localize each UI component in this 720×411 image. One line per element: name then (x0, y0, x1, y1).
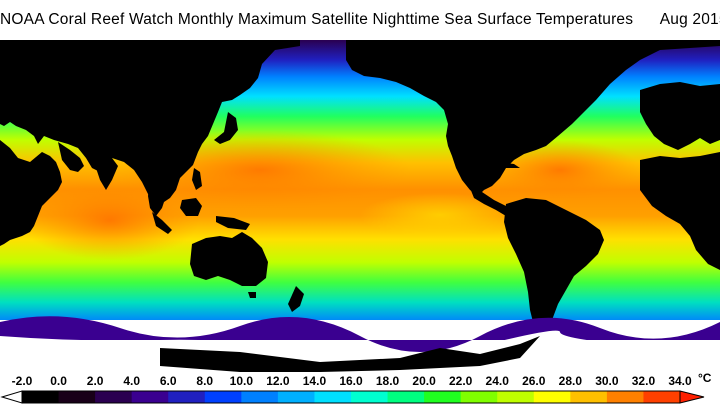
land-masses (0, 40, 720, 338)
legend-tick-label: 16.0 (339, 374, 363, 388)
legend-color-swatch (351, 391, 370, 403)
legend-color-swatch (58, 391, 78, 403)
legend-color-swatch (277, 391, 297, 403)
legend-tick-label: 6.0 (159, 374, 177, 388)
southern-ocean-edge (0, 316, 720, 352)
new-guinea (216, 216, 250, 230)
color-legend (0, 390, 720, 404)
legend-color-swatch (460, 391, 480, 403)
legend-color-swatch (204, 391, 224, 403)
legend-color-swatch (168, 391, 187, 403)
legend-color-swatch (424, 391, 443, 403)
cuba (498, 162, 520, 168)
legend-low-arrow (0, 390, 23, 404)
tasmania (248, 292, 256, 298)
legend-color-swatch (186, 391, 206, 403)
legend-labels: °C -2.0 0.0 2.0 4.0 6.0 8.0 10.0 12.0 14.0 16.0 18… (0, 371, 720, 390)
legend-color-swatch (223, 391, 242, 403)
legend-color-swatch (76, 391, 96, 403)
legend-color-swatch (113, 391, 133, 403)
south-america (504, 198, 604, 338)
sst-map (0, 40, 720, 372)
new-zealand (288, 286, 304, 312)
australia (190, 232, 268, 286)
japan (214, 112, 238, 144)
legend-tick-label: 12.0 (266, 374, 290, 388)
legend-color-swatch (625, 391, 644, 403)
legend-tick-label: 4.0 (123, 374, 140, 388)
legend-tick-label: 10.0 (229, 374, 254, 388)
map-title: NOAA Coral Reef Watch Monthly Maximum Sa… (0, 0, 720, 40)
legend-color-swatch (442, 391, 462, 403)
legend-color-swatch (241, 391, 261, 403)
legend-tick-label: -2.0 (11, 374, 33, 388)
greenland (560, 40, 640, 70)
legend-tick-label: 32.0 (631, 374, 656, 388)
legend-color-swatch (296, 391, 315, 403)
legend-color-swatch (387, 391, 407, 403)
legend-tick-label: 26.0 (522, 374, 546, 388)
sumatra (152, 212, 172, 234)
legend-tick-label: 2.0 (86, 374, 104, 388)
legend-color-swatch (131, 391, 151, 403)
legend-tick-label: 34.0 (668, 374, 692, 388)
legend-tick-label: 22.0 (448, 374, 473, 388)
legend-color-swatch (533, 391, 553, 403)
legend-unit: °C (698, 371, 712, 385)
legend-tick-label: 30.0 (595, 374, 619, 388)
legend-color-swatch (95, 391, 114, 403)
legend-color-swatch (552, 391, 571, 403)
sst-map-svg (0, 40, 720, 372)
legend-high-arrow (679, 390, 705, 404)
se-asia (148, 180, 166, 216)
legend-tick-label: 28.0 (558, 374, 583, 388)
legend-color-swatch (332, 391, 352, 403)
legend-colorbar (0, 390, 705, 404)
africa-east (640, 152, 720, 270)
europe-east (640, 82, 720, 150)
legend-tick-label: 20.0 (412, 374, 436, 388)
uk (660, 92, 668, 108)
legend-tick-label: 14.0 (302, 374, 327, 388)
legend-tick-label: 24.0 (485, 374, 509, 388)
eurasia-west (0, 40, 300, 202)
legend-color-swatch (149, 391, 169, 403)
legend-color-swatch (588, 391, 608, 403)
legend-color-swatch (40, 391, 60, 403)
legend-color-swatch (515, 391, 535, 403)
india (96, 158, 118, 190)
legend-tick-label: 18.0 (375, 374, 400, 388)
title-date: Aug 2015 (659, 11, 720, 28)
legend-color-swatch (478, 391, 498, 403)
legend-tick-label: 0.0 (50, 374, 67, 388)
legend-color-swatch (497, 391, 516, 403)
legend-color-swatch (661, 391, 681, 403)
central-america (470, 188, 512, 216)
philippines (192, 168, 202, 190)
legend-color-swatch (606, 391, 626, 403)
legend-color-swatch (405, 391, 425, 403)
east-pacific-tongue (360, 193, 520, 237)
legend-color-swatch (643, 391, 663, 403)
title-text: NOAA Coral Reef Watch Monthly Maximum Sa… (0, 11, 634, 28)
legend-color-swatch (314, 391, 334, 403)
legend-tick-label: 8.0 (196, 374, 214, 388)
borneo (180, 198, 202, 216)
legend-color-swatch (22, 391, 41, 403)
legend-color-swatch (570, 391, 590, 403)
antarctica-land (160, 336, 540, 372)
africa (0, 140, 62, 246)
arabia (58, 142, 84, 172)
legend-color-swatch (259, 391, 279, 403)
north-america (346, 40, 720, 196)
legend-color-swatch (369, 391, 389, 403)
